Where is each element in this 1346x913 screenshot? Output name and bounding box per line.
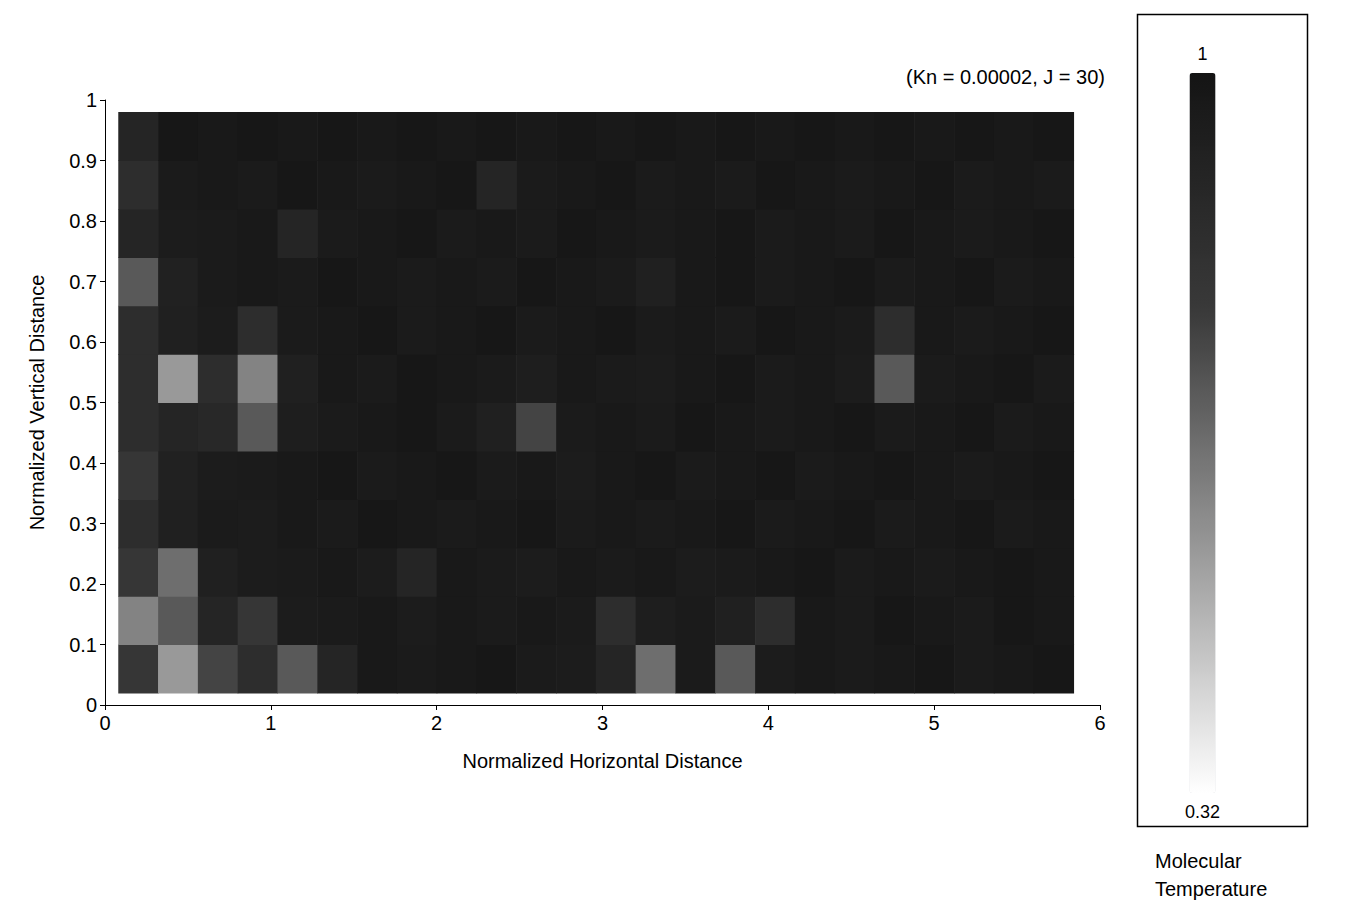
svg-text:1: 1 [1198, 44, 1208, 64]
svg-text:0.5: 0.5 [69, 392, 97, 414]
svg-text:0: 0 [99, 712, 110, 734]
svg-text:Temperature: Temperature [1155, 878, 1267, 900]
svg-text:0.8: 0.8 [69, 210, 97, 232]
svg-text:Normalized Horizontal Distance: Normalized Horizontal Distance [462, 750, 742, 772]
svg-text:6: 6 [1094, 712, 1105, 734]
svg-text:0.6: 0.6 [69, 331, 97, 353]
svg-text:0.7: 0.7 [69, 271, 97, 293]
svg-text:5: 5 [929, 712, 940, 734]
svg-text:0.4: 0.4 [69, 452, 97, 474]
svg-text:3: 3 [597, 712, 608, 734]
svg-text:0.2: 0.2 [69, 573, 97, 595]
svg-text:Normalized Vertical Distance: Normalized Vertical Distance [26, 275, 48, 531]
svg-text:1: 1 [265, 712, 276, 734]
svg-text:0.9: 0.9 [69, 150, 97, 172]
svg-text:0.3: 0.3 [69, 513, 97, 535]
svg-text:2: 2 [431, 712, 442, 734]
svg-text:1: 1 [86, 89, 97, 111]
svg-text:Molecular: Molecular [1155, 850, 1242, 872]
svg-text:0.32: 0.32 [1185, 802, 1220, 822]
svg-text:(Kn = 0.00002, J = 30): (Kn = 0.00002, J = 30) [906, 66, 1105, 88]
svg-text:0.1: 0.1 [69, 634, 97, 656]
svg-text:0: 0 [86, 694, 97, 716]
svg-text:4: 4 [763, 712, 774, 734]
